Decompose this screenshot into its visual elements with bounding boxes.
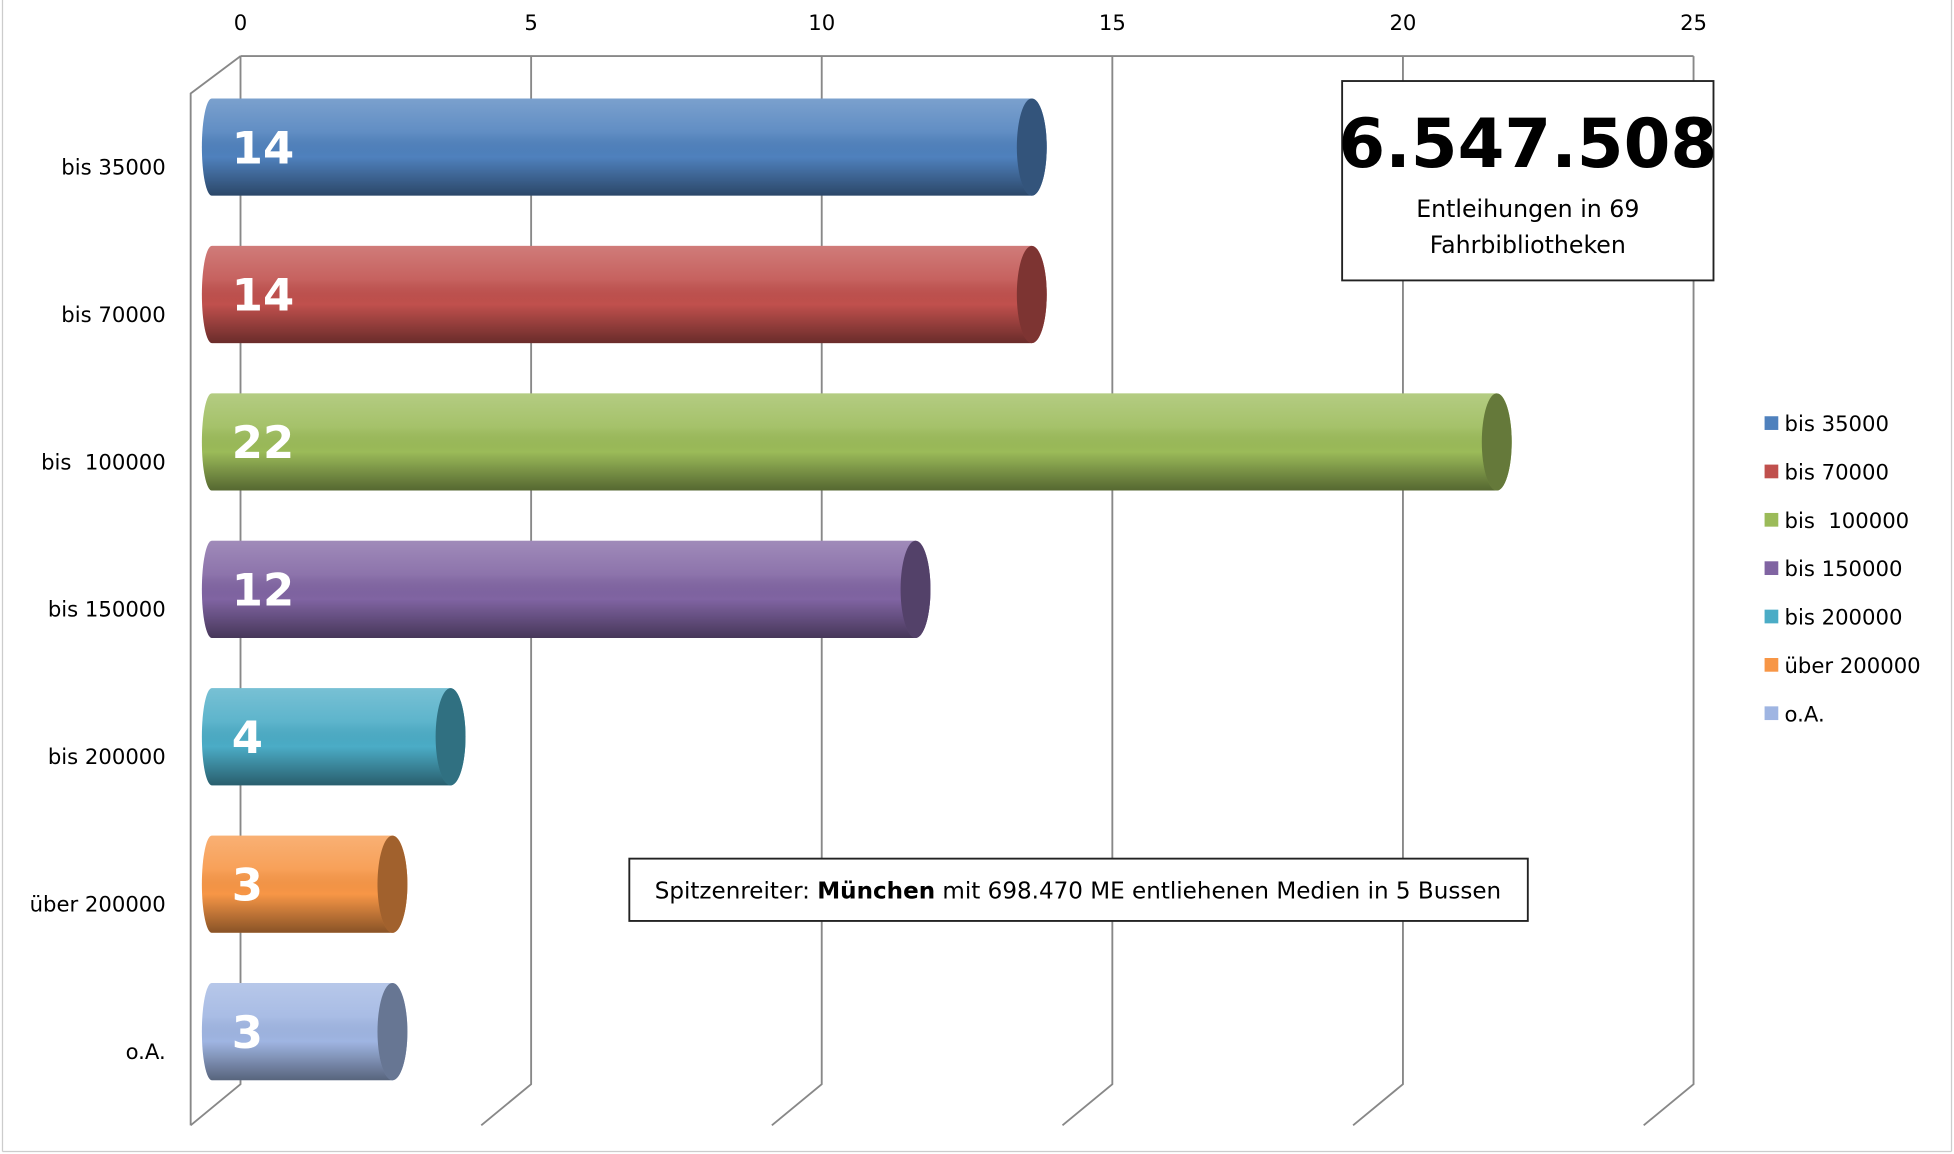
legend-swatch bbox=[1764, 561, 1779, 576]
grid-line bbox=[1643, 56, 1695, 1127]
grid-line bbox=[1061, 56, 1114, 1127]
value-label: 14 bbox=[232, 121, 294, 174]
bar-shade bbox=[201, 983, 408, 1081]
bar-cap bbox=[900, 540, 931, 638]
bar-cap bbox=[1016, 98, 1047, 196]
x-tick-label: 5 bbox=[524, 10, 537, 35]
bar-cap-shade bbox=[1016, 245, 1047, 344]
legend-label: bis 150000 bbox=[1785, 556, 1903, 581]
annotation-box bbox=[628, 857, 1529, 922]
legend-label: über 200000 bbox=[1785, 653, 1921, 678]
legend-swatch bbox=[1764, 609, 1779, 624]
annotation-box bbox=[1341, 80, 1715, 282]
bar-shade bbox=[201, 835, 408, 933]
annotation-bold: München bbox=[817, 879, 935, 905]
legend-label: bis 35000 bbox=[1785, 411, 1889, 436]
legend-swatch bbox=[1764, 416, 1779, 430]
bar-cap-shade bbox=[900, 540, 931, 638]
bar-shade bbox=[201, 98, 1047, 196]
annotation-prefix: Spitzenreiter: bbox=[655, 879, 818, 905]
bar-cap bbox=[1016, 245, 1047, 344]
value-label: 4 bbox=[232, 711, 263, 764]
y-tick-label: o.A. bbox=[126, 1039, 166, 1064]
x-tick-label: 25 bbox=[1680, 10, 1707, 35]
value-label: 12 bbox=[232, 564, 294, 617]
bar-cap-shade bbox=[1481, 393, 1512, 491]
bar-cap-shade bbox=[435, 688, 466, 786]
annotation-text: Spitzenreiter: München mit 698.470 ME en… bbox=[655, 879, 1501, 905]
x-tick-label: 0 bbox=[234, 10, 247, 35]
legend-label: bis 70000 bbox=[1785, 460, 1889, 485]
bar-cap bbox=[377, 835, 408, 933]
legend-swatch bbox=[1764, 658, 1779, 672]
y-tick-label: bis 200000 bbox=[48, 744, 166, 769]
bar-cap bbox=[1481, 393, 1512, 491]
bar bbox=[201, 540, 931, 638]
legend-label: bis 100000 bbox=[1785, 508, 1910, 533]
legend-swatch bbox=[1764, 464, 1779, 479]
value-label: 22 bbox=[232, 416, 294, 469]
y-tick-label: bis 100000 bbox=[41, 449, 166, 474]
y-tick-label: bis 70000 bbox=[61, 302, 165, 327]
bar bbox=[201, 688, 466, 786]
bar bbox=[201, 835, 408, 933]
bar bbox=[201, 393, 1512, 491]
y-tick-label: bis 150000 bbox=[48, 597, 166, 622]
bar-shade bbox=[201, 688, 466, 786]
value-label: 3 bbox=[232, 1006, 263, 1059]
bar bbox=[201, 245, 1047, 344]
legend-label: bis 200000 bbox=[1785, 605, 1903, 630]
value-label: 14 bbox=[232, 269, 294, 322]
bar-shade bbox=[201, 393, 1512, 491]
x-tick-label: 20 bbox=[1389, 10, 1416, 35]
annotation-big: 6.547.508 bbox=[1338, 105, 1717, 183]
bar bbox=[201, 983, 408, 1081]
value-label: 3 bbox=[232, 858, 263, 911]
bar-cap bbox=[377, 983, 408, 1081]
y-tick-label: über 200000 bbox=[30, 892, 166, 917]
annotation-line: Entleihungen in 69 bbox=[1416, 195, 1639, 223]
side-wall bbox=[189, 55, 242, 1126]
x-tick-label: 10 bbox=[808, 10, 835, 35]
bar-cap-shade bbox=[377, 835, 408, 933]
y-tick-label: bis 35000 bbox=[61, 154, 165, 179]
bar-cap bbox=[435, 688, 466, 786]
legend-swatch bbox=[1764, 512, 1779, 527]
bar-cap-shade bbox=[377, 983, 408, 1081]
annotation-line: Fahrbibliotheken bbox=[1430, 231, 1626, 259]
x-tick-label: 15 bbox=[1099, 10, 1126, 35]
bar-shade bbox=[201, 245, 1047, 344]
annotation-suffix: mit 698.470 ME entliehenen Medien in 5 B… bbox=[935, 879, 1501, 905]
bar-shade bbox=[201, 540, 931, 638]
bar-cap-shade bbox=[1016, 98, 1047, 196]
legend-label: o.A. bbox=[1785, 701, 1825, 726]
legend-swatch bbox=[1764, 706, 1779, 721]
bar bbox=[201, 98, 1047, 196]
